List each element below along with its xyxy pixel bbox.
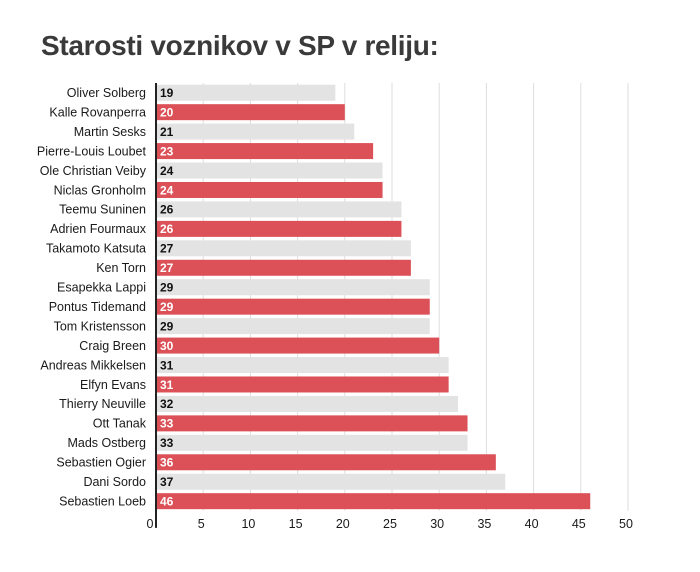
bar [156, 376, 449, 393]
bar-value-label: 33 [160, 417, 174, 431]
bar-value-label: 36 [160, 456, 174, 470]
bar-value-label: 27 [160, 242, 174, 256]
category-label: Ott Tanak [93, 417, 147, 431]
x-tick-label: 35 [477, 517, 491, 531]
bar-value-label: 31 [160, 378, 174, 392]
chart-title: Starosti voznikov v SP v reliju: [41, 30, 439, 61]
category-label: Tom Kristensson [54, 319, 146, 333]
x-tick-label: 0 [147, 517, 154, 531]
bar-value-label: 30 [160, 339, 174, 353]
bar [156, 318, 430, 335]
bar [156, 434, 468, 451]
category-label: Thierry Neuville [59, 397, 146, 411]
bar-value-label: 24 [160, 183, 174, 197]
bar-value-label: 27 [160, 261, 174, 275]
bar [156, 143, 374, 160]
x-tick-label: 50 [619, 517, 633, 531]
category-label: Elfyn Evans [80, 378, 146, 392]
bar-value-label: 21 [160, 125, 174, 139]
bar [156, 104, 345, 121]
x-tick-label: 5 [198, 517, 205, 531]
bar-value-label: 37 [160, 475, 174, 489]
category-label: Dani Sordo [83, 475, 146, 489]
category-label: Sebastien Ogier [56, 456, 146, 470]
category-label: Takamoto Katsuta [46, 242, 146, 256]
bar-value-label: 31 [160, 358, 174, 372]
bar-value-label: 20 [160, 105, 174, 119]
bar [156, 259, 411, 276]
bar [156, 357, 449, 374]
category-label: Adrien Fourmaux [50, 222, 147, 236]
bar [156, 473, 506, 490]
category-label: Pontus Tidemand [49, 300, 146, 314]
bar-value-label: 26 [160, 203, 174, 217]
category-label: Ken Torn [96, 261, 146, 275]
bar [156, 454, 496, 471]
bar-value-label: 29 [160, 281, 174, 295]
category-label: Martin Sesks [74, 125, 146, 139]
bar-value-label: 29 [160, 319, 174, 333]
category-label: Esapekka Lappi [57, 281, 146, 295]
x-tick-label: 40 [525, 517, 539, 531]
bar [156, 181, 383, 198]
x-tick-label: 20 [336, 517, 350, 531]
category-label: Teemu Suninen [59, 203, 146, 217]
x-tick-label: 30 [430, 517, 444, 531]
bar [156, 220, 402, 237]
bar-value-label: 26 [160, 222, 174, 236]
bar [156, 240, 411, 257]
bar [156, 162, 383, 179]
category-label: Andreas Mikkelsen [40, 358, 146, 372]
bar-value-label: 23 [160, 144, 174, 158]
category-label: Ole Christian Veiby [40, 164, 147, 178]
bar-value-label: 33 [160, 436, 174, 450]
category-label: Craig Breen [79, 339, 146, 353]
bar-value-label: 24 [160, 164, 174, 178]
x-tick-label: 10 [241, 517, 255, 531]
category-label: Niclas Gronholm [54, 183, 146, 197]
category-label: Mads Ostberg [67, 436, 146, 450]
category-label: Pierre-Louis Loubet [37, 144, 147, 158]
bar [156, 337, 440, 354]
bar [156, 279, 430, 296]
bar [156, 395, 459, 412]
category-label: Kalle Rovanperra [49, 105, 146, 119]
bar [156, 84, 336, 101]
bar-value-label: 46 [160, 494, 174, 508]
category-label: Sebastien Loeb [59, 494, 146, 508]
bar [156, 201, 402, 218]
x-tick-label: 25 [383, 517, 397, 531]
bar [156, 415, 468, 432]
bar [156, 298, 430, 315]
bar-value-label: 29 [160, 300, 174, 314]
bar-value-label: 19 [160, 86, 174, 100]
bar-value-label: 32 [160, 397, 174, 411]
bar [156, 123, 355, 140]
x-tick-label: 15 [289, 517, 303, 531]
x-tick-label: 45 [572, 517, 586, 531]
bar [156, 493, 591, 510]
category-label: Oliver Solberg [67, 86, 146, 100]
